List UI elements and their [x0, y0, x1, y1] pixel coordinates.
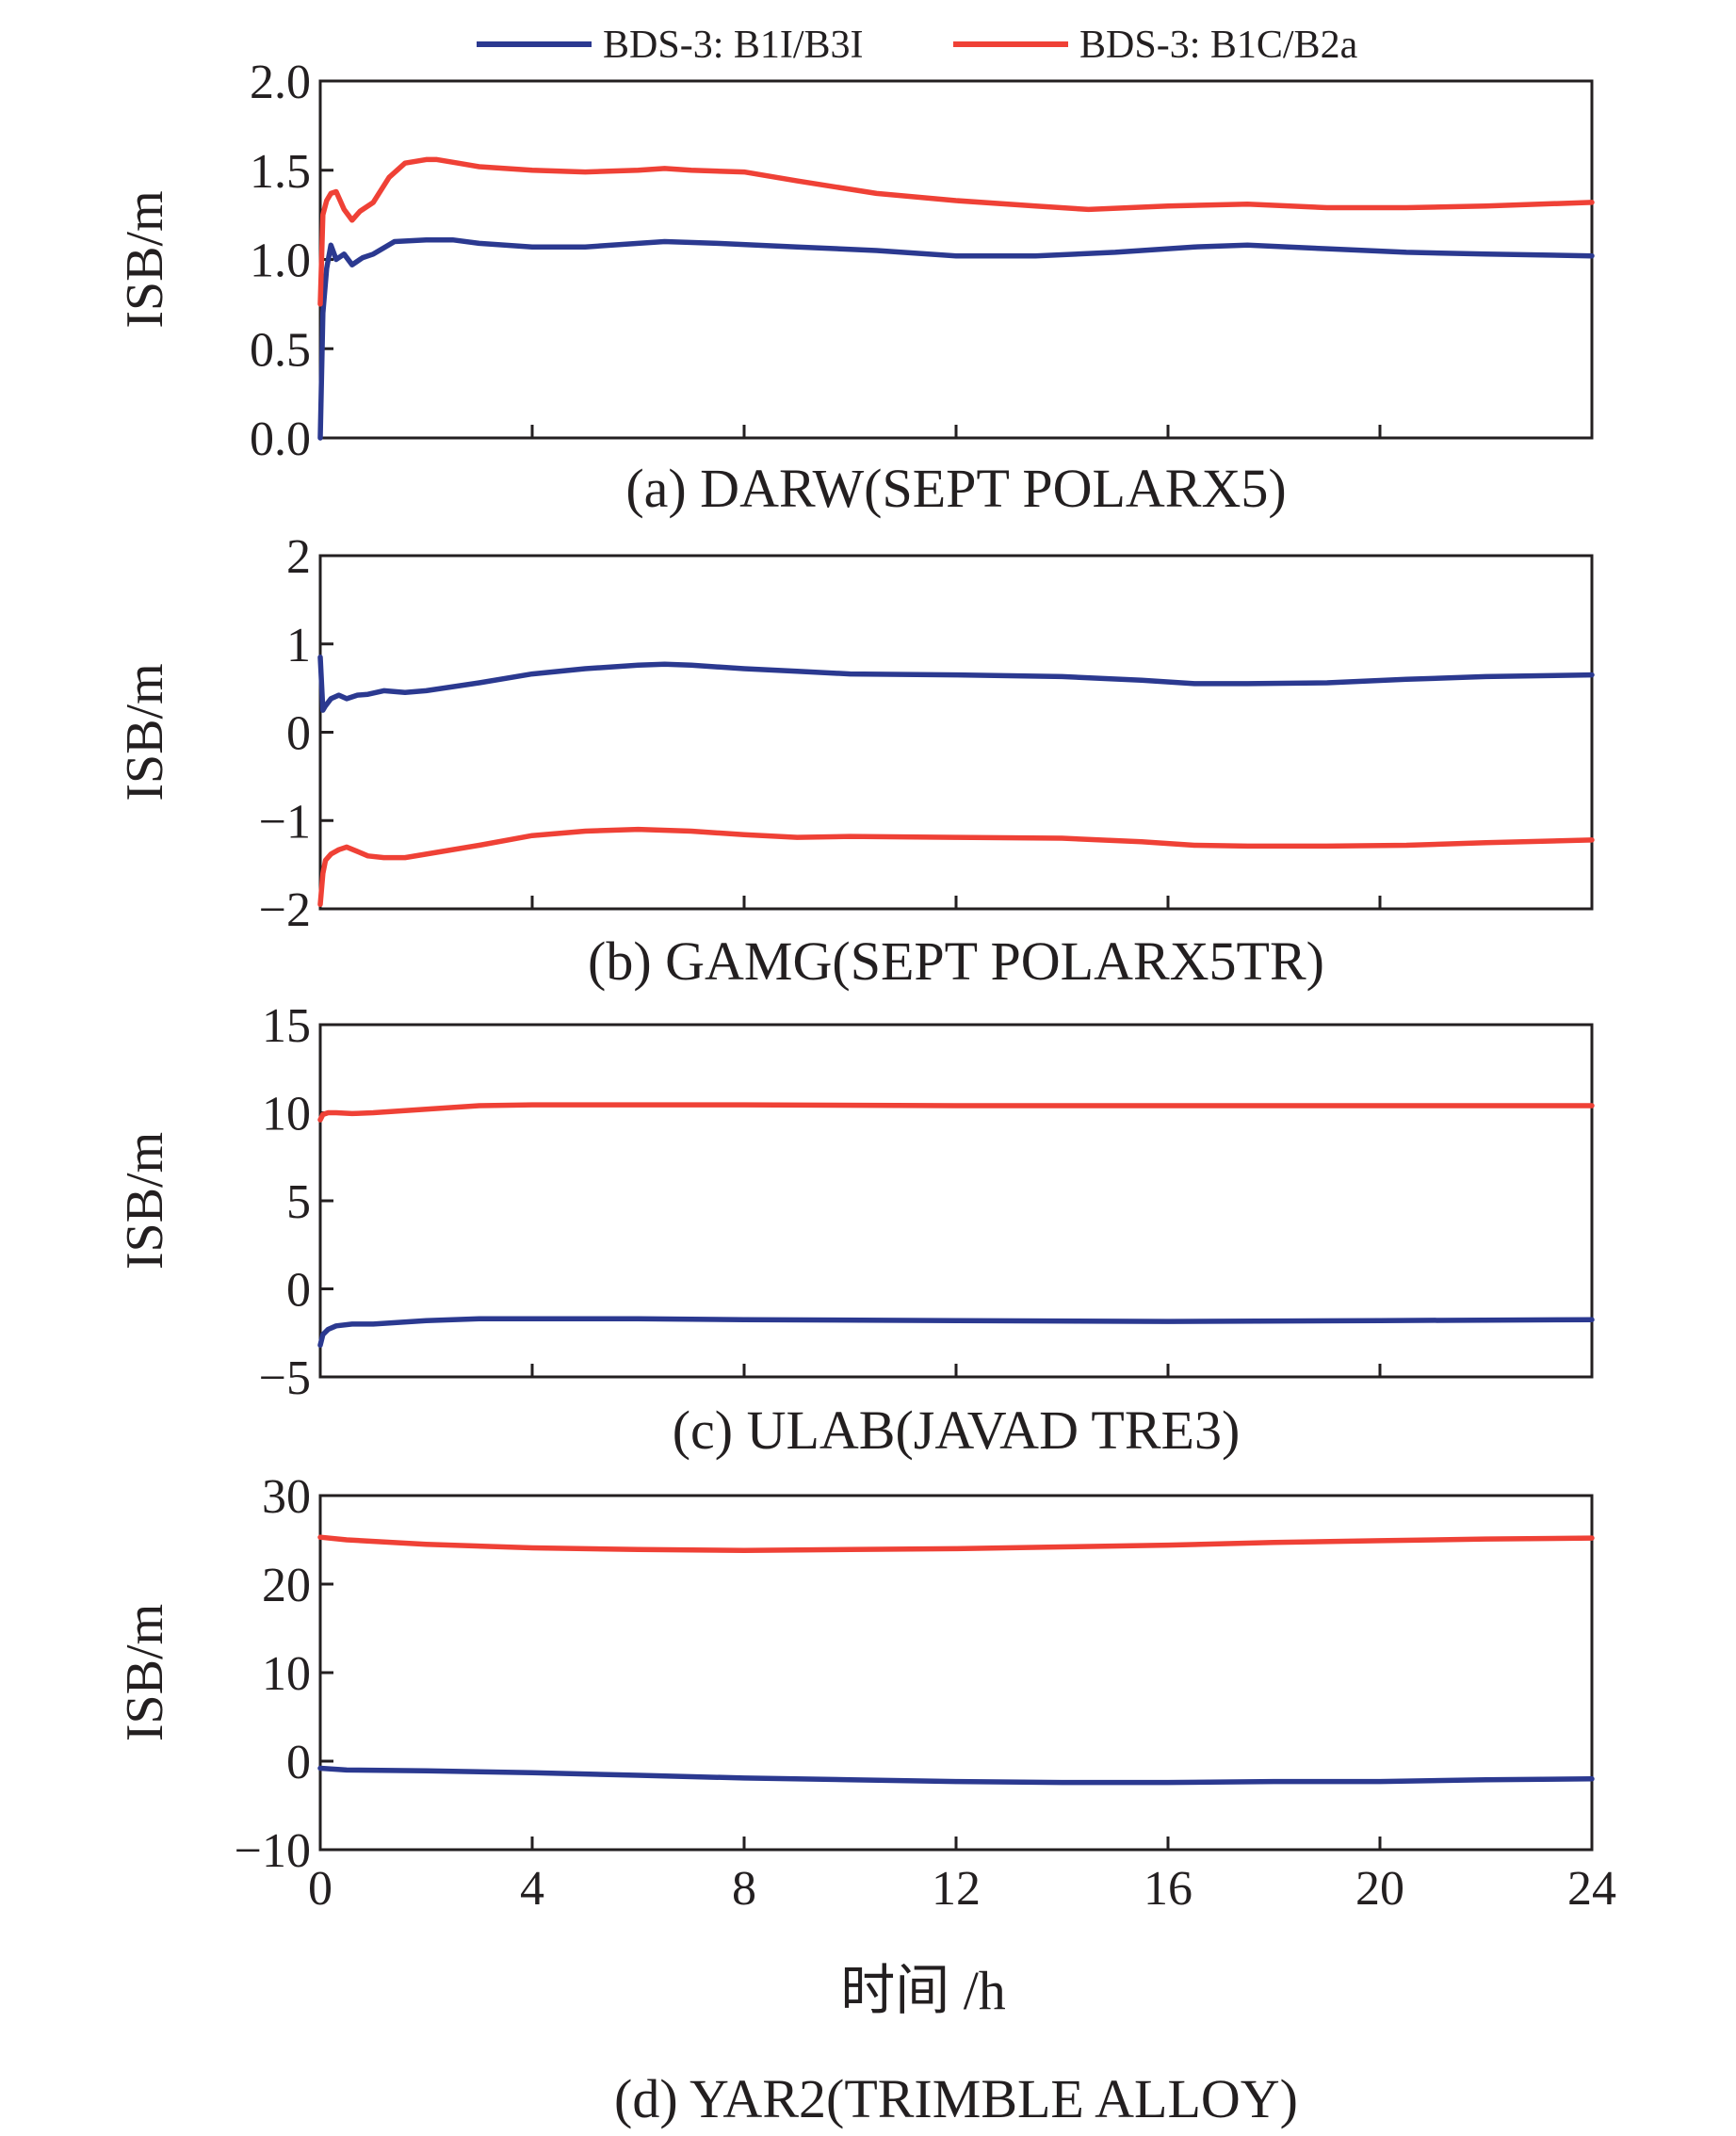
plot-frame	[318, 1023, 1594, 1379]
x-tick-label: 16	[1144, 1862, 1192, 1916]
y-tick-label: −1	[259, 795, 311, 849]
series-line-red	[317, 1102, 1595, 1123]
panels: 0.0 0.5 1.0 1.5 2.0 ISB/m (a) DARW(SEPT POLARX…	[116, 56, 1616, 2129]
y-axis-title: ISB/m	[116, 663, 174, 801]
panel-caption: (a) DARW(SEPT POLARX5)	[625, 458, 1286, 519]
y-tick-label: 2	[286, 530, 311, 584]
series-line-blue	[317, 1765, 1595, 1786]
panel-3: −5 0 5 10 15 ISB/m (c) ULAB(JAVAD TRE3)	[116, 999, 1595, 1461]
panel-caption: (d) YAR2(TRIMBLE ALLOY)	[614, 2068, 1298, 2129]
series-line-blue	[317, 236, 1595, 441]
y-tick-label: 0	[286, 707, 311, 761]
y-tick-label: −2	[259, 883, 311, 937]
y-tick-label: 10	[262, 1647, 311, 1701]
y-tick-label: 0	[286, 1264, 311, 1318]
legend: BDS-3: B1I/B3I BDS-3: B1C/B2a	[477, 24, 1358, 67]
panel-caption: (c) ULAB(JAVAD TRE3)	[673, 1400, 1241, 1461]
y-tick-label: 10	[262, 1088, 311, 1141]
x-tick-label: 12	[932, 1862, 981, 1916]
y-tick-label: 1.5	[250, 145, 311, 199]
legend-label-red: BDS-3: B1C/B2a	[1079, 24, 1358, 67]
x-tick-label: 8	[732, 1862, 756, 1916]
y-tick-label: 1	[286, 619, 311, 672]
x-tick-label: 4	[520, 1862, 544, 1916]
y-tick-label: 15	[262, 999, 311, 1053]
y-tick-label: 2.0	[250, 56, 311, 109]
x-tick-label: 24	[1567, 1862, 1616, 1916]
y-tick-label: 0.0	[250, 413, 311, 466]
y-axis-title: ISB/m	[116, 190, 174, 328]
y-axis-title: ISB/m	[116, 1604, 174, 1741]
panel-2: −2 −1 0 1 2 ISB/m (b) GAMG(SEPT POLARX5TR)	[116, 530, 1595, 992]
x-tick-label: 0	[308, 1862, 333, 1916]
y-tick-label: 20	[262, 1559, 311, 1612]
series-line-blue	[317, 655, 1595, 713]
series-line-blue	[317, 1316, 1595, 1349]
series-line-red	[317, 156, 1595, 307]
legend-label-blue: BDS-3: B1I/B3I	[603, 24, 864, 67]
x-axis-title: 时间 /h	[840, 1960, 1006, 2021]
plot-frame	[318, 554, 1594, 911]
x-tick-label: 20	[1355, 1862, 1404, 1916]
plot-frame	[318, 79, 1594, 440]
y-tick-label: 0	[286, 1736, 311, 1789]
y-axis-title: ISB/m	[116, 1132, 174, 1270]
y-tick-label: 0.5	[250, 323, 311, 377]
series-line-red	[317, 826, 1595, 908]
y-tick-label: 5	[286, 1175, 311, 1229]
series-line-red	[317, 1534, 1595, 1554]
y-tick-label: 30	[262, 1470, 311, 1524]
panel-caption: (b) GAMG(SEPT POLARX5TR)	[588, 930, 1324, 992]
panel-1: 0.0 0.5 1.0 1.5 2.0 ISB/m (a) DARW(SEPT POLARX…	[116, 56, 1595, 519]
y-tick-label: −10	[235, 1824, 311, 1878]
y-tick-label: −5	[259, 1351, 311, 1405]
y-tick-label: 1.0	[250, 235, 311, 288]
